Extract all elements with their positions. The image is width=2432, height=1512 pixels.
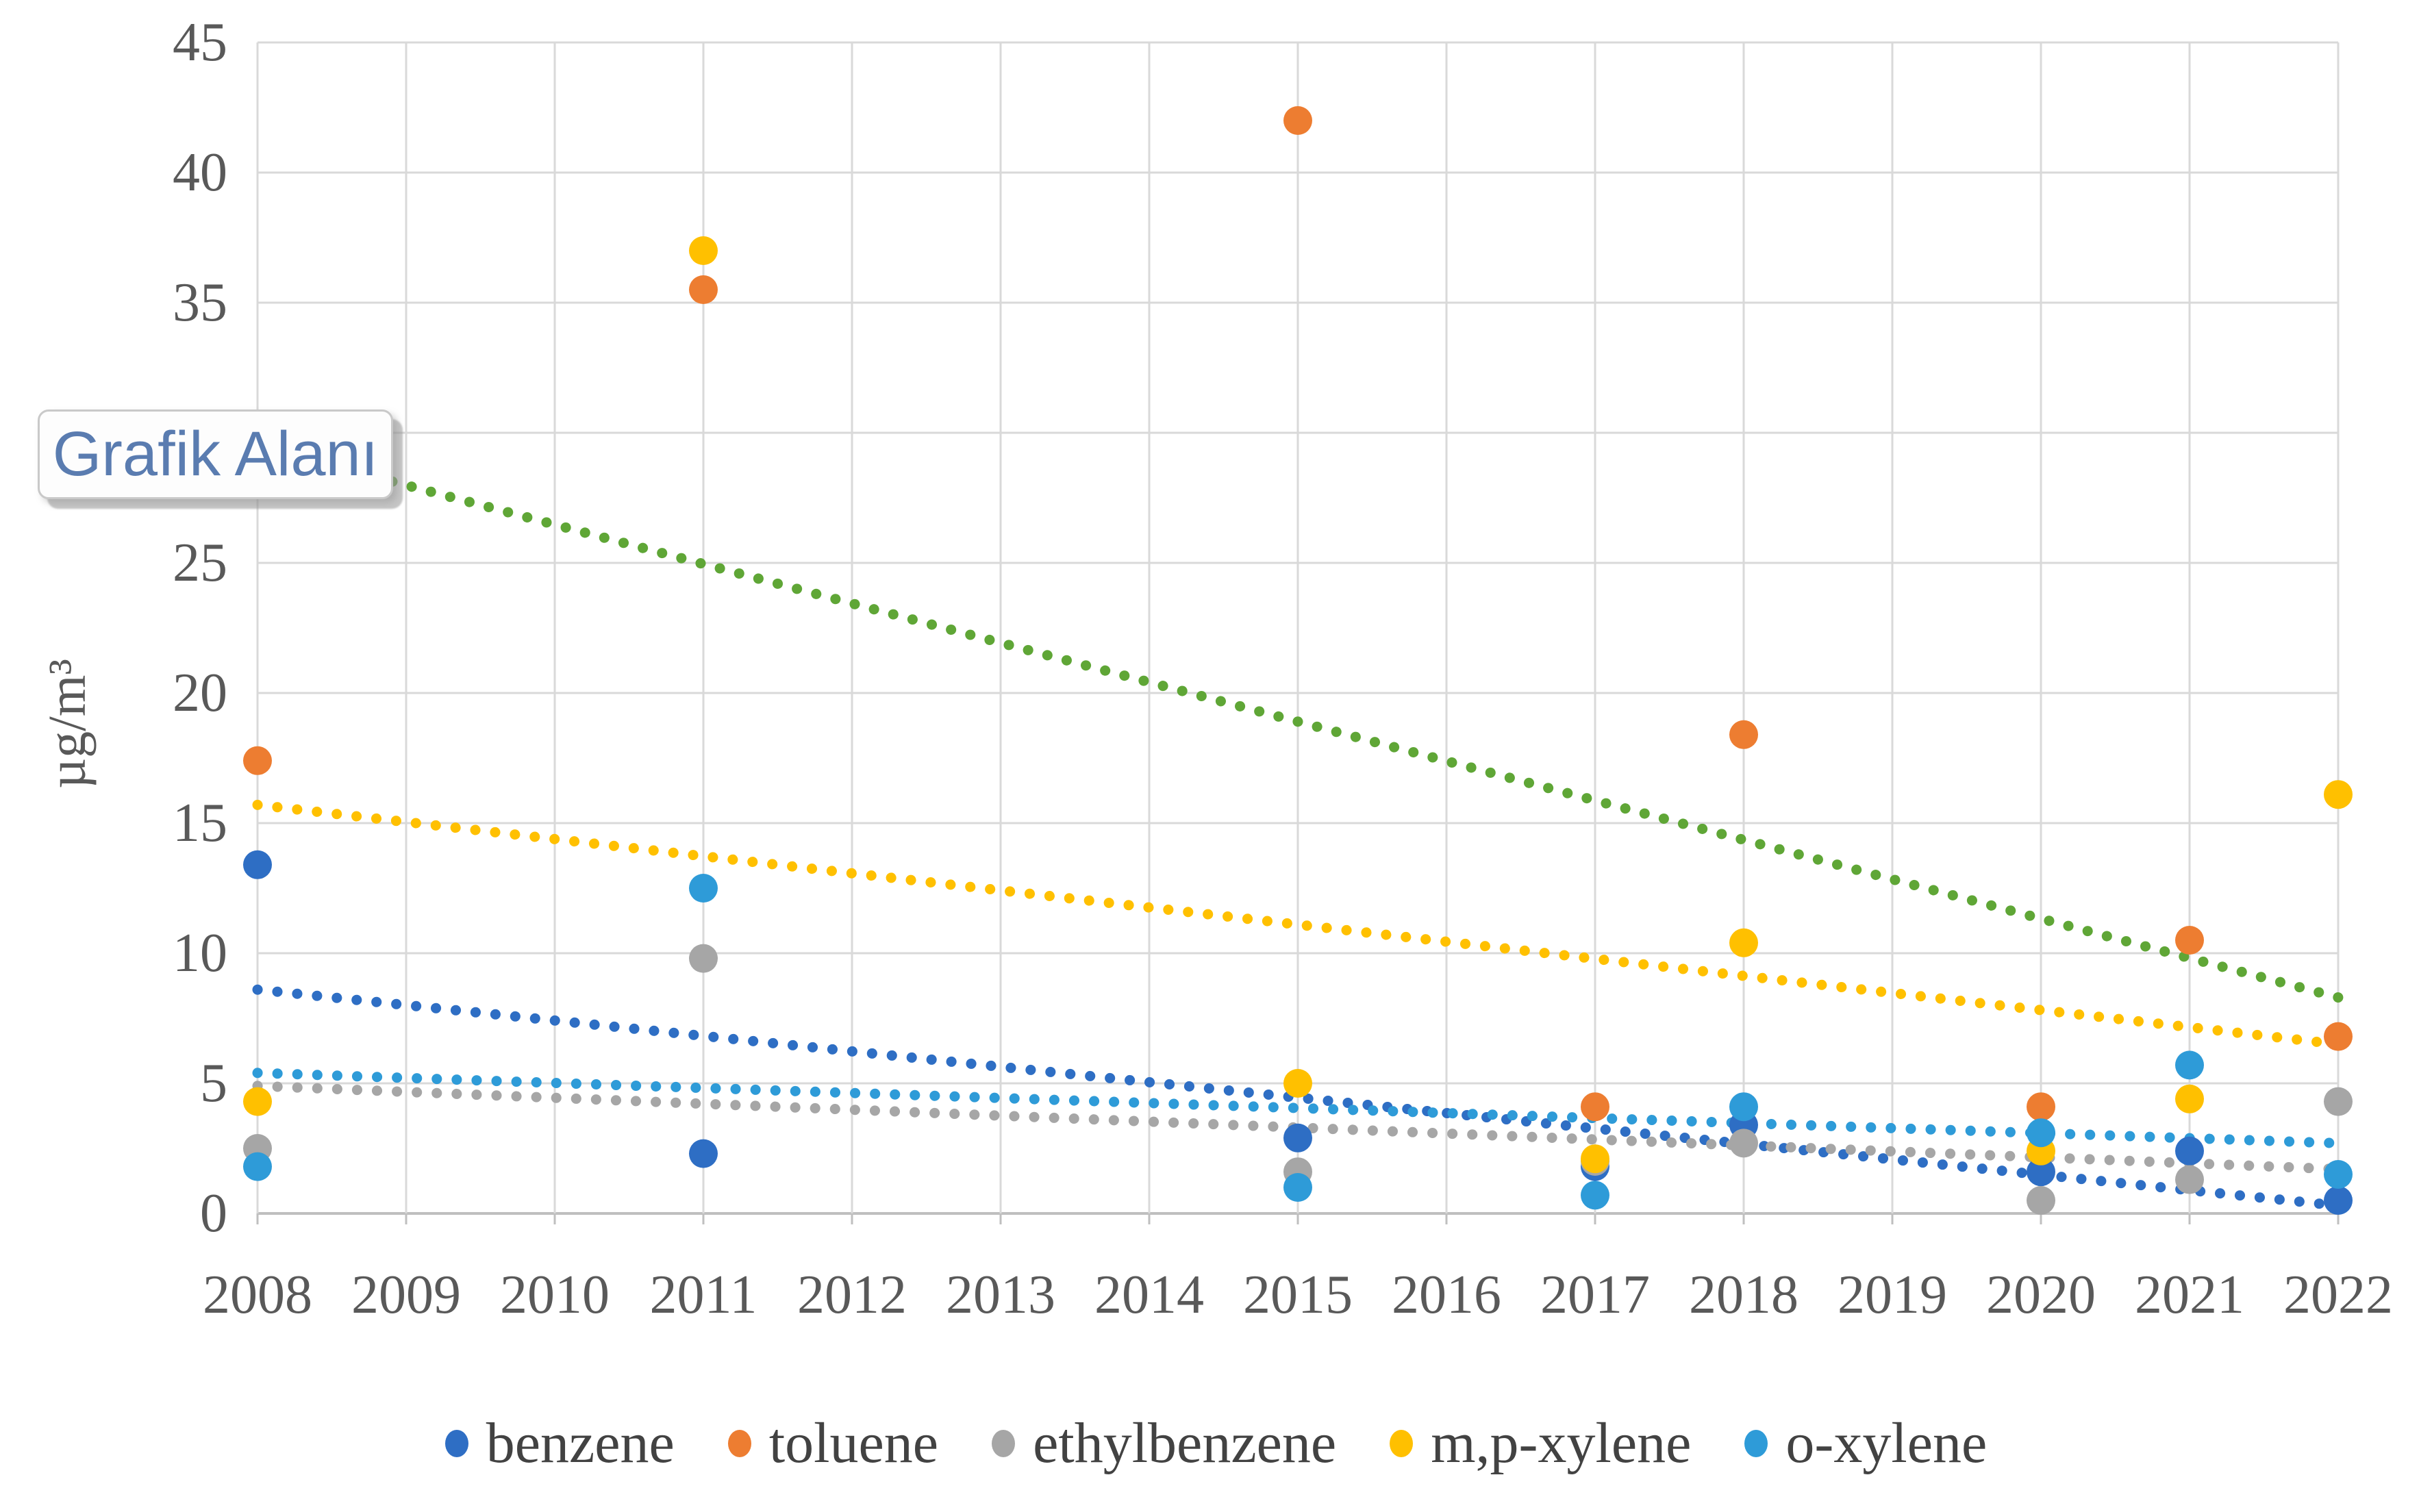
point-o-xylene-2021[interactable] xyxy=(2175,1050,2204,1080)
point-m,p-xylene-2018[interactable] xyxy=(1729,928,1758,957)
point-toluene-2011[interactable] xyxy=(689,275,718,304)
legend-marker-m,p-xylene-icon xyxy=(1390,1430,1414,1457)
point-m,p-xylene-2021[interactable] xyxy=(2175,1084,2204,1113)
x-tick-label-2017: 2017 xyxy=(1540,1265,1650,1325)
x-tick-label-2010: 2010 xyxy=(500,1265,610,1325)
trendline-toluene[interactable] xyxy=(252,440,2344,1003)
x-tick-label-2014: 2014 xyxy=(1094,1265,1204,1325)
legend-label-benzene: benzene xyxy=(486,1411,675,1475)
point-o-xylene-2017[interactable] xyxy=(1581,1181,1609,1210)
point-benzene-2021[interactable] xyxy=(2175,1136,2204,1166)
point-benzene-2011[interactable] xyxy=(689,1139,718,1168)
y-tick-label-15: 15 xyxy=(173,793,227,853)
point-toluene-2015[interactable] xyxy=(1283,106,1312,135)
legend-item-toluene[interactable]: toluene xyxy=(727,1409,939,1478)
point-benzene-2022[interactable] xyxy=(2324,1186,2353,1215)
point-ethylbenzene-2011[interactable] xyxy=(689,944,718,973)
legend-marker-benzene-icon xyxy=(444,1430,468,1457)
point-toluene-2018[interactable] xyxy=(1729,720,1758,749)
x-tick-label-2015: 2015 xyxy=(1243,1265,1353,1325)
y-tick-label-25: 25 xyxy=(173,533,227,593)
legend-marker-o-xylene-icon xyxy=(1744,1430,1768,1457)
y-tick-label-45: 45 xyxy=(173,12,227,73)
point-ethylbenzene-2022[interactable] xyxy=(2324,1087,2353,1116)
point-toluene-2022[interactable] xyxy=(2324,1022,2353,1051)
point-o-xylene-2022[interactable] xyxy=(2324,1160,2353,1189)
y-tick-label-0: 0 xyxy=(200,1183,227,1244)
point-benzene-2020[interactable] xyxy=(2027,1157,2055,1187)
point-toluene-2021[interactable] xyxy=(2175,926,2204,955)
point-toluene-2020[interactable] xyxy=(2027,1092,2055,1122)
point-o-xylene-2020[interactable] xyxy=(2027,1118,2055,1148)
point-o-xylene-2018[interactable] xyxy=(1729,1092,1758,1122)
x-tick-label-2020: 2020 xyxy=(1986,1265,2096,1325)
x-tick-label-2011: 2011 xyxy=(649,1265,757,1325)
point-benzene-2008[interactable] xyxy=(243,850,272,879)
chart-area-tooltip-text: Grafik Alanı xyxy=(52,419,379,489)
x-tick-label-2016: 2016 xyxy=(1392,1265,1501,1325)
trendline-o-xylene[interactable] xyxy=(252,1068,2344,1148)
legend-marker-ethylbenzene-icon xyxy=(992,1430,1016,1457)
point-m,p-xylene-2022[interactable] xyxy=(2324,780,2353,809)
point-ethylbenzene-2021[interactable] xyxy=(2175,1165,2204,1194)
legend-label-o-xylene: o-xylene xyxy=(1785,1411,1988,1475)
legend: benzene toluene ethylbenzene m,p-xylene o-xy… xyxy=(0,1409,2432,1478)
y-axis-title: µg/m³ xyxy=(37,659,97,789)
y-tick-label-35: 35 xyxy=(173,273,227,333)
x-tick-label-2019: 2019 xyxy=(1838,1265,1947,1325)
legend-item-m,p-xylene[interactable]: m,p-xylene xyxy=(1390,1409,1691,1478)
legend-label-m,p-xylene: m,p-xylene xyxy=(1431,1411,1692,1475)
y-tick-label-10: 10 xyxy=(173,923,227,983)
x-tick-label-2013: 2013 xyxy=(946,1265,1055,1325)
point-o-xylene-2011[interactable] xyxy=(689,874,718,903)
x-tick-label-2022: 2022 xyxy=(2283,1265,2393,1325)
y-tick-label-40: 40 xyxy=(173,142,227,203)
legend-label-toluene: toluene xyxy=(768,1411,939,1475)
point-m,p-xylene-2017[interactable] xyxy=(1581,1144,1609,1174)
point-o-xylene-2008[interactable] xyxy=(243,1152,272,1181)
point-toluene-2008[interactable] xyxy=(243,746,272,775)
legend-label-ethylbenzene: ethylbenzene xyxy=(1033,1411,1337,1475)
point-ethylbenzene-2020[interactable] xyxy=(2027,1186,2055,1215)
point-benzene-2015[interactable] xyxy=(1283,1123,1312,1152)
point-o-xylene-2015[interactable] xyxy=(1283,1173,1312,1202)
x-tick-label-2018: 2018 xyxy=(1689,1265,1798,1325)
x-tick-label-2009: 2009 xyxy=(351,1265,461,1325)
point-m,p-xylene-2008[interactable] xyxy=(243,1087,272,1116)
legend-item-o-xylene[interactable]: o-xylene xyxy=(1744,1409,1987,1478)
point-m,p-xylene-2015[interactable] xyxy=(1283,1069,1312,1098)
y-tick-label-20: 20 xyxy=(173,663,227,723)
legend-marker-toluene-icon xyxy=(727,1430,751,1457)
x-tick-label-2008: 2008 xyxy=(203,1265,312,1325)
y-tick-label-5: 5 xyxy=(200,1053,227,1113)
x-tick-label-2012: 2012 xyxy=(797,1265,907,1325)
legend-item-ethylbenzene[interactable]: ethylbenzene xyxy=(992,1409,1336,1478)
chart-area-tooltip: Grafik Alanı xyxy=(38,410,393,499)
point-m,p-xylene-2011[interactable] xyxy=(689,236,718,265)
point-ethylbenzene-2018[interactable] xyxy=(1729,1129,1758,1158)
legend-item-benzene[interactable]: benzene xyxy=(444,1409,675,1478)
point-toluene-2017[interactable] xyxy=(1581,1092,1609,1122)
x-tick-label-2021: 2021 xyxy=(2135,1265,2244,1325)
